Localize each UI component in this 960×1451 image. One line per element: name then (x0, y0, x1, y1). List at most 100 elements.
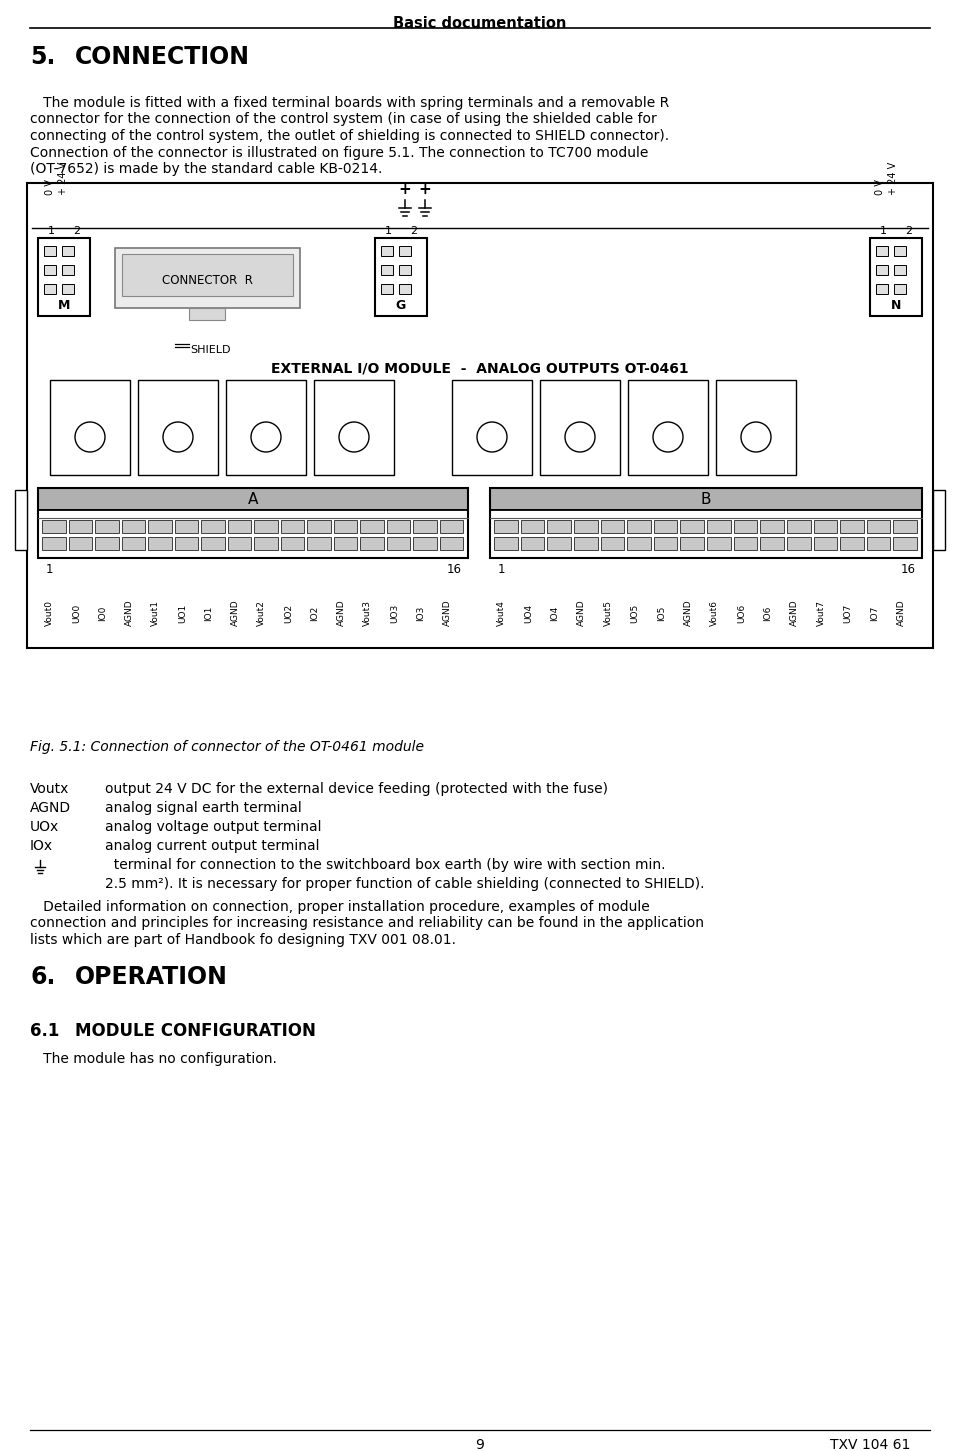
Text: MODULE CONFIGURATION: MODULE CONFIGURATION (75, 1022, 316, 1040)
Text: Vout0: Vout0 (45, 601, 55, 625)
Bar (760, 519, 784, 533)
Bar (894, 537, 917, 550)
Text: Vout4: Vout4 (497, 601, 506, 625)
Text: UO6: UO6 (737, 604, 746, 622)
Circle shape (653, 422, 683, 453)
Bar (280, 519, 304, 533)
Text: Fig. 5.1: Connection of connector of the OT-0461 module: Fig. 5.1: Connection of connector of the… (30, 740, 424, 755)
Text: 1: 1 (46, 563, 54, 576)
Text: B: B (701, 492, 711, 506)
Bar (62, 284, 74, 295)
Bar (716, 380, 796, 474)
Bar (381, 284, 393, 295)
Bar (733, 519, 757, 533)
Text: 2: 2 (73, 226, 81, 237)
Text: IO5: IO5 (657, 605, 666, 621)
Bar (681, 519, 704, 533)
Text: 2.5 mm²). It is necessary for proper function of cable shielding (connected to S: 2.5 mm²). It is necessary for proper fun… (105, 876, 705, 891)
Text: AGND: AGND (230, 599, 240, 627)
Text: AGND: AGND (337, 599, 346, 627)
Text: 1: 1 (47, 226, 55, 237)
Text: Basic documentation: Basic documentation (394, 16, 566, 30)
Bar (440, 537, 463, 550)
Bar (254, 537, 277, 550)
Bar (876, 247, 888, 255)
Text: G: G (396, 299, 406, 312)
Text: UO5: UO5 (631, 604, 639, 622)
Text: analog signal earth terminal: analog signal earth terminal (105, 801, 301, 815)
Bar (122, 254, 293, 296)
Text: UO2: UO2 (284, 604, 293, 622)
Bar (381, 247, 393, 255)
Text: UOx: UOx (30, 820, 60, 834)
Bar (44, 266, 56, 276)
Bar (68, 537, 92, 550)
Bar (681, 537, 704, 550)
Bar (148, 519, 172, 533)
Text: The module has no configuration.: The module has no configuration. (30, 1052, 276, 1066)
Bar (38, 509, 468, 559)
Text: terminal for connection to the switchboard box earth (by wire with section min.: terminal for connection to the switchboa… (105, 858, 665, 872)
Bar (360, 537, 383, 550)
Bar (360, 519, 383, 533)
Bar (68, 519, 92, 533)
Text: UO0: UO0 (72, 604, 81, 622)
Bar (175, 537, 198, 550)
Text: IO4: IO4 (551, 605, 560, 621)
Bar (440, 519, 463, 533)
Text: IO7: IO7 (870, 605, 879, 621)
Text: Vout5: Vout5 (604, 601, 612, 625)
Text: UO3: UO3 (390, 604, 398, 622)
Bar (452, 380, 532, 474)
Text: 1: 1 (385, 226, 392, 237)
Bar (707, 519, 731, 533)
Bar (813, 537, 837, 550)
Circle shape (477, 422, 507, 453)
Text: 0 V: 0 V (45, 178, 55, 194)
Bar (601, 537, 624, 550)
Bar (254, 519, 277, 533)
Bar (574, 537, 597, 550)
Text: AGND: AGND (790, 599, 799, 627)
Bar (574, 519, 597, 533)
Text: Vout2: Vout2 (257, 601, 266, 625)
Bar (520, 537, 544, 550)
Bar (44, 284, 56, 295)
Text: AGND: AGND (125, 599, 133, 627)
Text: analog voltage output terminal: analog voltage output terminal (105, 820, 322, 834)
Text: Connection of the connector is illustrated on figure 5.1. The connection to TC70: Connection of the connector is illustrat… (30, 145, 648, 160)
Text: TXV 104 61: TXV 104 61 (829, 1438, 910, 1451)
Bar (228, 519, 251, 533)
Text: Vout1: Vout1 (152, 601, 160, 625)
Text: IO3: IO3 (417, 605, 425, 621)
Text: 6.: 6. (30, 965, 56, 990)
Text: +: + (419, 181, 431, 197)
Bar (307, 519, 330, 533)
Bar (933, 490, 945, 550)
Bar (42, 519, 65, 533)
Text: lists which are part of Handbook fo designing TXV 001 08.01.: lists which are part of Handbook fo desi… (30, 933, 456, 948)
Bar (760, 537, 784, 550)
Text: A: A (248, 492, 258, 506)
Bar (733, 537, 757, 550)
Bar (44, 247, 56, 255)
Bar (413, 519, 437, 533)
Bar (490, 488, 922, 559)
Bar (15, 490, 27, 550)
Text: 5.: 5. (30, 45, 56, 70)
Circle shape (163, 422, 193, 453)
Text: 1: 1 (498, 563, 506, 576)
Bar (601, 519, 624, 533)
Bar (387, 519, 410, 533)
Bar (50, 380, 130, 474)
Text: N: N (891, 299, 901, 312)
Bar (307, 537, 330, 550)
Text: 6.1: 6.1 (30, 1022, 60, 1040)
Bar (42, 537, 65, 550)
Text: (OT-7652) is made by the standard cable KB-0214.: (OT-7652) is made by the standard cable … (30, 163, 382, 176)
Text: + 24 V: + 24 V (58, 161, 68, 194)
Bar (876, 266, 888, 276)
Bar (27, 183, 933, 649)
Bar (38, 488, 468, 509)
Bar (399, 266, 411, 276)
